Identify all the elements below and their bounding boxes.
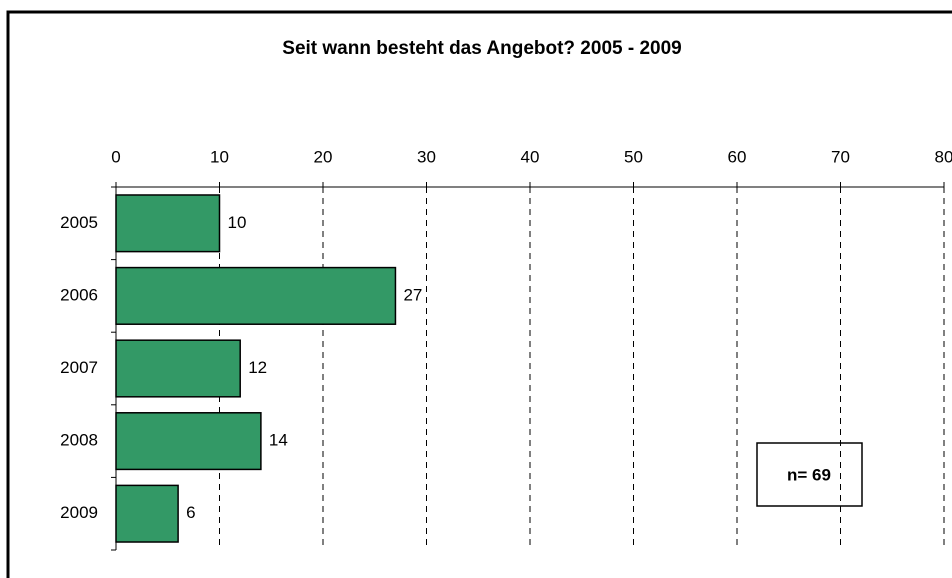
bar [115,339,241,398]
x-tick-label: 20 [314,147,333,166]
annotation-box [756,442,863,507]
y-tick-label: 2008 [60,431,98,450]
annotation: n= 69 [787,465,831,484]
y-tick-label: 2009 [60,503,98,522]
x-tick-label: 30 [417,147,436,166]
data-label: 14 [269,431,288,450]
bar [115,266,397,325]
y-tick-label: 2005 [60,213,98,232]
y-tick-label: 2006 [60,285,98,304]
x-tick-label: 80 [935,147,952,166]
x-tick-label: 40 [521,147,540,166]
x-tick-label: 10 [210,147,229,166]
x-tick-label: 0 [111,147,120,166]
bar [115,194,221,253]
data-label: 12 [248,358,267,377]
y-tick-label: 2007 [60,358,98,377]
x-tick-label: 60 [728,147,747,166]
bar [115,484,179,543]
bar [115,412,262,471]
data-label: 10 [228,213,247,232]
x-tick-label: 70 [831,147,850,166]
chart-title: Seit wann besteht das Angebot? 2005 - 20… [282,38,681,59]
x-tick-label: 50 [624,147,643,166]
data-label: 27 [403,285,422,304]
data-label: 6 [186,503,195,522]
